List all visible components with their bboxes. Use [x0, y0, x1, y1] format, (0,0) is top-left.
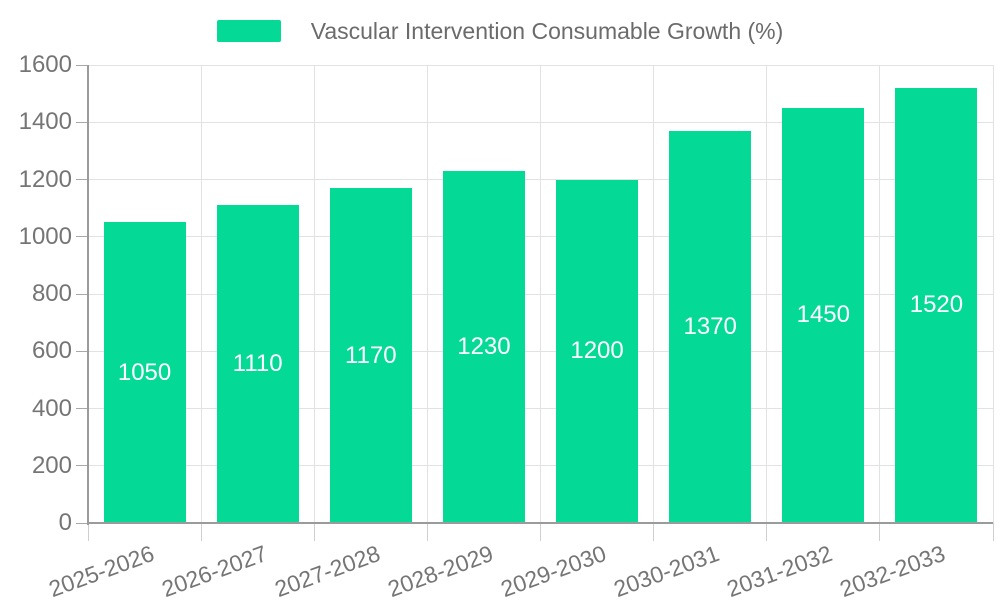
bar-value-label: 1450 — [796, 301, 850, 329]
y-axis-tick-label: 1000 — [18, 222, 72, 250]
x-axis-tick — [992, 523, 994, 541]
x-gridline — [992, 65, 994, 523]
y-axis-tick-label: 1400 — [18, 108, 72, 136]
x-axis-tick-label: 2031-2032 — [723, 540, 836, 602]
y-axis-tick — [76, 408, 88, 409]
y-axis-tick — [76, 350, 88, 352]
x-gridline — [766, 65, 768, 523]
y-axis-tick-label: 600 — [31, 337, 72, 365]
y-axis-tick-label: 0 — [58, 509, 72, 536]
bar-value-label: 1170 — [345, 341, 397, 369]
x-axis-tick-label: 2032-2033 — [836, 540, 949, 602]
y-axis-tick-label: 400 — [31, 394, 72, 422]
x-gridline — [313, 65, 315, 523]
x-axis-line — [88, 522, 993, 524]
bar[interactable] — [669, 130, 752, 522]
bar-value-label: 1110 — [232, 350, 283, 378]
x-gridline — [200, 65, 202, 523]
bar[interactable] — [442, 170, 525, 522]
legend-swatch — [216, 20, 281, 42]
bar[interactable] — [556, 179, 639, 522]
y-axis-tick — [76, 64, 88, 66]
bar-value-label: 1520 — [909, 291, 964, 319]
x-axis-tick — [426, 523, 428, 541]
chart-legend[interactable]: Vascular Intervention Consumable Growth … — [0, 18, 1000, 44]
x-axis-tick — [313, 523, 315, 541]
y-axis-tick-label: 200 — [31, 451, 72, 479]
bar[interactable] — [329, 188, 412, 522]
x-axis-tick-label: 2029-2030 — [497, 540, 610, 602]
x-axis-tick — [87, 523, 89, 541]
x-axis-tick-label: 2030-2031 — [610, 540, 723, 602]
bar[interactable] — [895, 87, 978, 522]
y-axis-tick — [76, 522, 88, 524]
y-axis-tick — [76, 465, 88, 467]
bar-value-label: 1370 — [683, 312, 737, 340]
bar[interactable] — [216, 205, 299, 522]
y-axis-tick — [76, 121, 88, 123]
bar[interactable] — [103, 222, 186, 522]
y-axis-tick — [76, 179, 88, 180]
x-axis-tick — [766, 523, 768, 541]
y-axis-tick-label: 1600 — [18, 51, 72, 78]
x-axis-tick — [653, 523, 655, 541]
y-axis-tick-label: 800 — [31, 280, 72, 307]
y-axis-line — [87, 65, 89, 525]
y-axis-tick — [76, 236, 88, 238]
bar[interactable] — [782, 107, 865, 522]
x-axis-tick — [879, 523, 881, 541]
x-axis-tick-label: 2028-2029 — [384, 540, 497, 602]
x-axis-tick-label: 2026-2027 — [157, 540, 271, 602]
x-gridline — [653, 65, 655, 523]
bar-value-label: 1050 — [117, 358, 172, 386]
legend-label: Vascular Intervention Consumable Growth … — [310, 18, 784, 44]
x-gridline — [879, 65, 881, 523]
bar-value-label: 1200 — [570, 337, 624, 365]
x-axis-tick — [540, 523, 541, 541]
bar-value-label: 1230 — [457, 332, 511, 360]
x-gridline — [540, 65, 541, 523]
x-axis-tick-label: 2025-2026 — [44, 540, 158, 602]
x-axis-tick — [200, 523, 202, 541]
x-axis-tick-label: 2027-2028 — [271, 540, 384, 602]
x-gridline — [426, 65, 428, 523]
y-axis-tick-label: 1200 — [18, 165, 72, 193]
y-axis-tick — [76, 293, 88, 295]
